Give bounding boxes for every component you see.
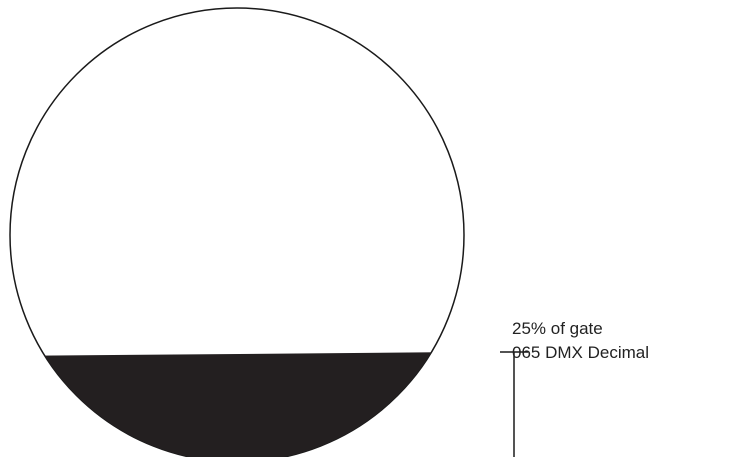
shutter-blade xyxy=(10,352,464,457)
gate-circle xyxy=(9,7,465,457)
dmx-value-label: 065 DMX Decimal xyxy=(512,343,649,362)
gate-percent-label: 25% of gate xyxy=(512,319,603,338)
